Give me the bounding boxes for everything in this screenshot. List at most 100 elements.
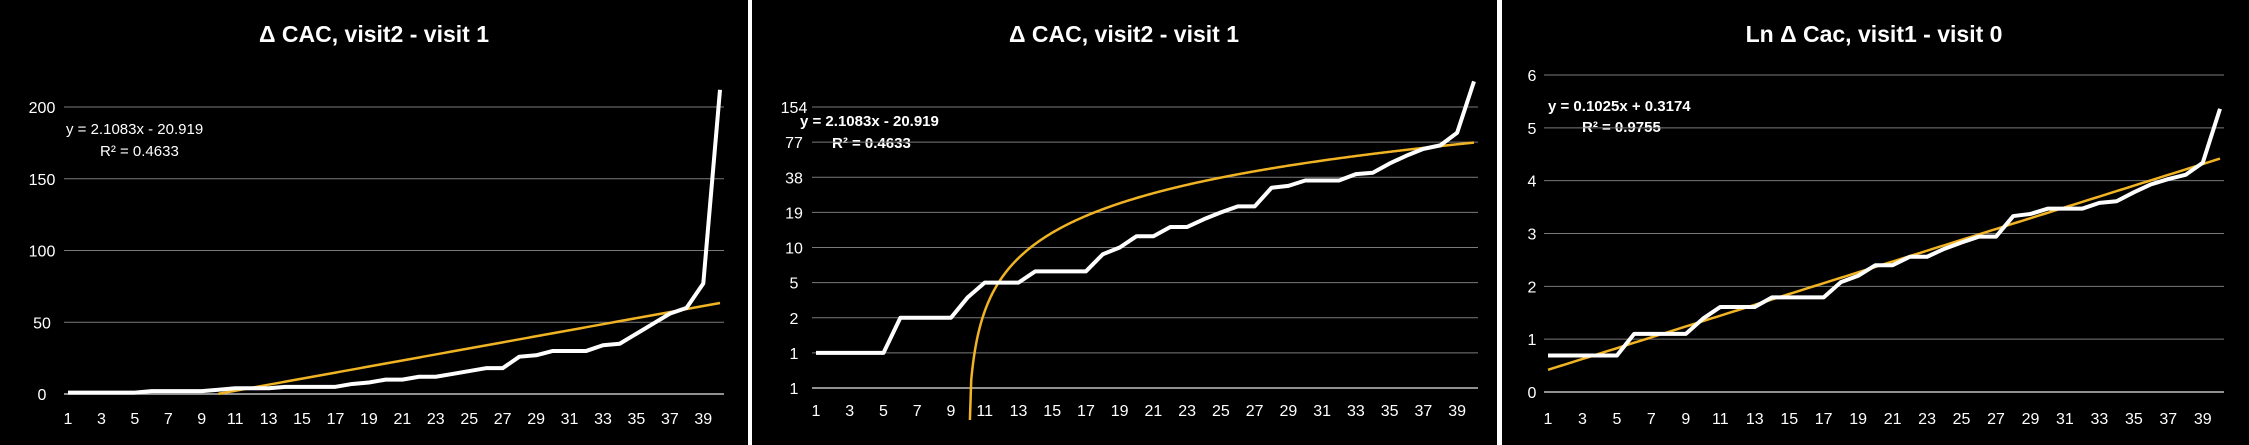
data-series-line (1548, 108, 2222, 358)
x-tick-label: 37 (661, 411, 679, 428)
x-tick-label: 19 (360, 411, 378, 428)
x-tick-label: 29 (2022, 411, 2040, 428)
y-tick-label: 1 (790, 346, 799, 363)
x-tick-label: 17 (1815, 411, 1833, 428)
x-tick-label: 15 (1043, 403, 1061, 420)
x-tick-label: 5 (1612, 411, 1621, 428)
chart-2: Δ CAC, visit2 - visit 1 y = 2.1083x - 20… (781, 21, 1478, 421)
x-tick-label: 23 (427, 411, 445, 428)
x-tick-label: 13 (1010, 403, 1028, 420)
y-tick-label: 1 (1528, 332, 1537, 349)
x-tick-label: 7 (913, 403, 922, 420)
chart-panel-3: Ln Δ Cac, visit1 - visit 0 y = 0.1025x +… (1502, 0, 2249, 445)
trendline (968, 141, 1475, 421)
x-tick-label: 7 (1647, 411, 1656, 428)
x-tick-label: 31 (2056, 411, 2074, 428)
x-tick-label: 37 (1414, 403, 1432, 420)
x-tick-label: 23 (1918, 411, 1936, 428)
x-tick-label: 11 (976, 403, 993, 420)
x-tick-label: 21 (1884, 411, 1902, 428)
x-tick-label: 29 (527, 411, 545, 428)
trendline-equation: y = 2.1083x - 20.919 (66, 121, 203, 138)
x-tick-label: 33 (2090, 411, 2108, 428)
chart-1: Δ CAC, visit2 - visit 1 y = 2.1083x - 20… (29, 21, 724, 428)
x-tick-label: 21 (1145, 403, 1163, 420)
chart-3: Ln Δ Cac, visit1 - visit 0 y = 0.1025x +… (1528, 21, 2224, 428)
x-tick-label: 9 (197, 411, 206, 428)
x-tick-label: 27 (1987, 411, 2005, 428)
x-tick-label: 1 (812, 403, 821, 420)
y-tick-label: 77 (785, 135, 803, 152)
y-tick-label: 154 (781, 100, 808, 117)
y-tick-label: 19 (785, 205, 803, 222)
x-tick-label: 33 (1347, 403, 1365, 420)
trendline-r-squared: R² = 0.4633 (100, 143, 179, 160)
trendline-r-squared: R² = 0.4633 (832, 135, 911, 152)
x-tick-label: 35 (1381, 403, 1399, 420)
x-tick-label: 11 (1712, 411, 1729, 428)
y-tick-label: 100 (29, 244, 56, 261)
x-tick-label: 25 (460, 411, 478, 428)
data-series-line (816, 80, 1476, 355)
y-tick-label: 5 (790, 276, 799, 293)
y-tick-label: 5 (1528, 121, 1537, 138)
x-tick-label: 9 (1681, 411, 1690, 428)
y-tick-label: 38 (785, 170, 803, 187)
x-tick-label: 13 (1746, 411, 1764, 428)
x-tick-label: 17 (327, 411, 345, 428)
x-tick-label: 5 (879, 403, 888, 420)
y-tick-label: 1 (790, 381, 799, 398)
x-tick-label: 5 (130, 411, 139, 428)
data-series-line (68, 89, 722, 395)
x-tick-label: 27 (1246, 403, 1264, 420)
x-tick-label: 15 (1780, 411, 1798, 428)
x-tick-label: 31 (1313, 403, 1331, 420)
x-tick-label: 39 (1448, 403, 1466, 420)
x-tick-label: 35 (2125, 411, 2143, 428)
y-tick-label: 50 (33, 315, 51, 332)
x-tick-label: 39 (2194, 411, 2212, 428)
y-tick-label: 2 (790, 311, 799, 328)
y-tick-label: 2 (1528, 279, 1537, 296)
x-tick-label: 3 (845, 403, 854, 420)
x-tick-label: 37 (2159, 411, 2177, 428)
chart-title: Ln Δ Cac, visit1 - visit 0 (1746, 21, 2003, 47)
x-tick-label: 25 (1212, 403, 1230, 420)
x-tick-label: 29 (1280, 403, 1298, 420)
y-tick-label: 0 (1528, 385, 1537, 402)
chart-title: Δ CAC, visit2 - visit 1 (259, 21, 489, 47)
x-tick-label: 1 (64, 411, 73, 428)
x-tick-label: 35 (628, 411, 646, 428)
trendline-equation: y = 0.1025x + 0.3174 (1548, 98, 1691, 115)
y-tick-label: 200 (29, 100, 56, 117)
x-tick-label: 17 (1077, 403, 1095, 420)
chart-panel-2: Δ CAC, visit2 - visit 1 y = 2.1083x - 20… (752, 0, 1497, 445)
x-tick-label: 15 (293, 411, 311, 428)
trendline (218, 301, 721, 395)
x-tick-label: 19 (1849, 411, 1867, 428)
x-tick-label: 21 (393, 411, 411, 428)
y-tick-label: 4 (1528, 174, 1537, 191)
x-tick-label: 23 (1178, 403, 1196, 420)
y-tick-label: 10 (785, 241, 803, 258)
x-tick-label: 39 (694, 411, 712, 428)
trendline-equation: y = 2.1083x - 20.919 (800, 113, 939, 130)
x-tick-label: 9 (947, 403, 956, 420)
y-tick-label: 6 (1528, 68, 1537, 85)
x-tick-label: 25 (1953, 411, 1971, 428)
x-tick-label: 19 (1111, 403, 1129, 420)
y-tick-label: 0 (38, 387, 47, 404)
x-tick-label: 3 (1578, 411, 1587, 428)
x-tick-label: 13 (260, 411, 278, 428)
y-tick-label: 3 (1528, 227, 1537, 244)
chart-title: Δ CAC, visit2 - visit 1 (1009, 21, 1239, 47)
chart-panel-1: Δ CAC, visit2 - visit 1 y = 2.1083x - 20… (0, 0, 748, 445)
x-tick-label: 33 (594, 411, 612, 428)
x-tick-label: 31 (561, 411, 579, 428)
x-tick-label: 27 (494, 411, 512, 428)
x-tick-label: 11 (227, 411, 244, 428)
y-tick-label: 150 (29, 172, 56, 189)
x-tick-label: 7 (164, 411, 173, 428)
x-tick-label: 1 (1544, 411, 1553, 428)
x-tick-label: 3 (97, 411, 106, 428)
